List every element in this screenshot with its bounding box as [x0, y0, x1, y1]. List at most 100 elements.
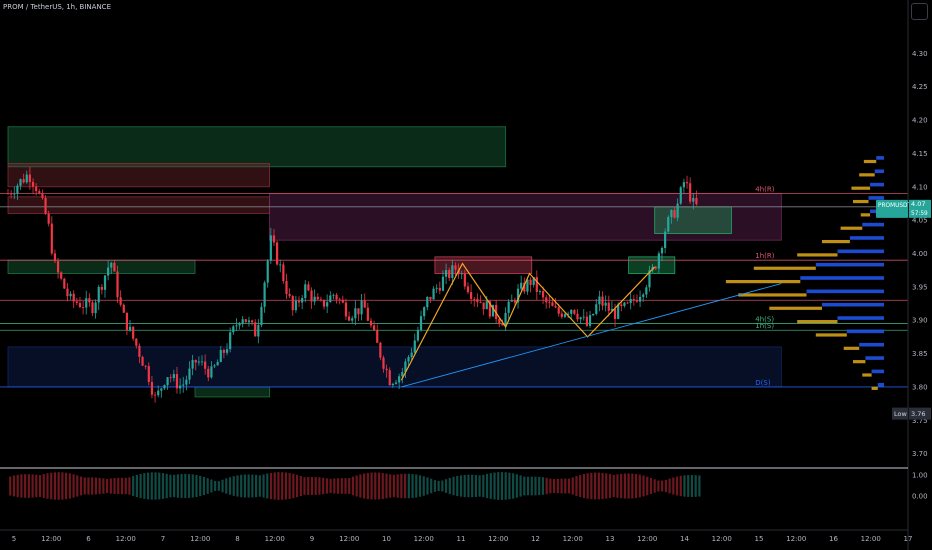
volume-bar-up: [868, 196, 884, 200]
candle-body: [423, 307, 426, 317]
candle-body: [85, 298, 88, 308]
candle-body: [163, 385, 166, 389]
candle-body: [135, 338, 138, 346]
candle-body: [426, 296, 429, 308]
candle-body: [576, 313, 579, 320]
candle-body: [229, 332, 232, 350]
candle-body: [498, 319, 501, 324]
candle-body: [19, 179, 22, 186]
candle-body: [679, 187, 682, 204]
candle-body: [241, 319, 244, 324]
y-tick-label: 4.00: [912, 250, 928, 258]
candle-body: [91, 302, 94, 314]
candle-body: [235, 325, 238, 327]
candle-body: [10, 193, 13, 195]
candle-body: [438, 287, 441, 291]
candle-body: [523, 282, 526, 292]
candle-body: [172, 374, 175, 379]
x-tick-label: 13: [606, 535, 615, 543]
candle-body: [179, 385, 182, 389]
candle-body: [613, 308, 617, 319]
candle-body: [225, 349, 229, 353]
candle-body: [419, 316, 423, 331]
candle-body: [551, 302, 554, 307]
candle-body: [529, 279, 532, 285]
volume-bar-up: [849, 236, 884, 240]
candle-body: [344, 302, 348, 317]
zone-box: [654, 206, 732, 234]
candle-body: [94, 302, 97, 314]
y-tick-label: 3.85: [912, 350, 928, 358]
x-tick-label: 12:00: [488, 535, 508, 543]
candle-body: [488, 301, 491, 317]
corner-button[interactable]: [911, 3, 928, 20]
candle-body: [332, 294, 335, 296]
candle-body: [222, 350, 226, 353]
volume-bar-up: [815, 262, 884, 267]
volume-bar-down: [769, 306, 822, 310]
candle-body: [66, 288, 69, 297]
volume-bar-up: [877, 382, 884, 387]
candle-body: [588, 315, 592, 326]
volume-bar-up: [859, 342, 884, 347]
candle-body: [592, 313, 595, 316]
zigzag-line: [400, 262, 656, 381]
candle-body: [451, 265, 454, 279]
x-tick-label: 16: [829, 535, 838, 543]
candle-body: [44, 197, 47, 214]
candle-body: [100, 286, 103, 290]
candle-body: [598, 296, 601, 305]
candle-body: [338, 299, 341, 301]
candle-body: [379, 342, 382, 358]
zone-box: [7, 163, 270, 188]
candle-body: [632, 299, 635, 301]
x-tick-label: 6: [86, 535, 91, 543]
candle-body: [413, 340, 416, 353]
candle-body: [601, 296, 604, 306]
candle-body: [35, 186, 38, 192]
candle-body: [341, 299, 344, 303]
price-badge-countdown: 57:59: [911, 211, 928, 217]
candle-body: [567, 313, 570, 315]
candle-body: [448, 270, 451, 279]
candle-body: [144, 365, 147, 367]
x-tick-label: 12:00: [190, 535, 210, 543]
candle-body: [548, 302, 551, 304]
candle-body: [56, 261, 60, 273]
volume-bar-up: [870, 182, 884, 187]
candle-body: [407, 357, 410, 362]
candle-body: [25, 174, 28, 183]
candle-body: [676, 203, 679, 218]
time-axis: 5 12:00 6 12:00 7 12:00 8 12:00 9 12:00 10 12:00 11 1…: [0, 529, 913, 543]
candle-body: [673, 210, 676, 218]
low-badge-label: Low: [894, 410, 907, 418]
zone-box: [7, 126, 507, 168]
x-tick-label: 8: [235, 535, 239, 543]
candle-body: [47, 213, 50, 224]
candle-body: [160, 388, 163, 391]
low-badge-axis: [909, 407, 931, 420]
candle-body: [347, 316, 351, 321]
zone-box: [7, 346, 782, 388]
candle-body: [329, 295, 332, 303]
zone-box: [7, 196, 270, 214]
candle-body: [560, 313, 563, 317]
y-tick-label: 3.70: [912, 450, 928, 458]
candle-body: [75, 301, 78, 304]
volume-bar-down: [843, 346, 860, 350]
x-tick-label: 17: [904, 535, 913, 543]
candle-body: [360, 300, 363, 315]
x-tick-label: 12:00: [265, 535, 285, 543]
candle-body: [31, 181, 35, 187]
price-axis: 4.30 4.25 4.20 4.15 4.10 4.05 4.00 3.95 3.90 3.85…: [907, 0, 928, 550]
x-tick-label: 12:00: [712, 535, 732, 543]
candle-body: [169, 377, 172, 379]
y-tick-label: 4.05: [912, 217, 928, 225]
candle-body: [645, 287, 648, 295]
candle-body: [554, 306, 557, 308]
candle-body: [60, 272, 63, 279]
candle-body: [570, 309, 573, 314]
candle-body: [507, 301, 510, 313]
candle-body: [157, 390, 160, 396]
